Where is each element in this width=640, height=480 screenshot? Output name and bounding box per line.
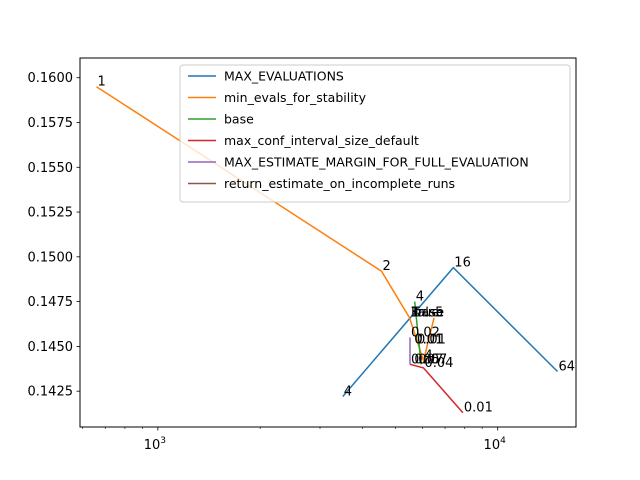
legend-label: return_estimate_on_incomplete_runs xyxy=(224,176,455,191)
legend-label: MAX_ESTIMATE_MARGIN_FOR_FULL_EVALUATION xyxy=(224,155,529,170)
point-label: 0.07 xyxy=(414,352,443,367)
y-tick-label: 0.1550 xyxy=(28,161,74,176)
point-label: 0.01 xyxy=(417,333,446,348)
point-label-layer: 416641234540.040.010.020.05FalseTruebase… xyxy=(98,75,576,416)
point-label: 16 xyxy=(454,256,471,271)
y-tick-label: 0.1600 xyxy=(28,71,74,86)
point-label: 0.02 xyxy=(411,325,440,340)
point-label: 0.01 xyxy=(414,333,443,348)
legend-label: max_conf_interval_size_default xyxy=(224,133,419,148)
legend-frame xyxy=(179,64,571,203)
point-label: 0.05 xyxy=(411,352,440,367)
point-label: 5 xyxy=(435,306,443,321)
point-label: False xyxy=(411,306,444,321)
x-tick-label: 103 xyxy=(144,436,166,453)
series-line-0 xyxy=(342,266,559,397)
point-label: 64 xyxy=(559,360,576,375)
point-label: 0.07 xyxy=(418,352,447,367)
point-label: 0.01 xyxy=(464,401,493,416)
legend: MAX_EVALUATIONS min_evals_for_stabilityba… xyxy=(179,64,571,203)
y-axis: 0.1425 0.1450 0.1475 0.1500 0.1525 0.1550 0.15… xyxy=(28,71,80,400)
point-label: 4 xyxy=(425,349,433,364)
point-label: 4 xyxy=(416,290,424,305)
y-tick-label: 0.1525 xyxy=(28,206,74,221)
y-tick-label: 0.1425 xyxy=(28,385,74,400)
series-line-2 xyxy=(413,301,422,365)
y-tick-label: 0.1475 xyxy=(28,295,74,310)
series-layer xyxy=(96,86,559,414)
x-tick-label: 104 xyxy=(484,436,507,453)
point-label: 4 xyxy=(344,385,352,400)
point-label: 0.04 xyxy=(425,356,454,371)
legend-label: MAX_EVALUATIONS xyxy=(224,69,344,84)
point-label: 0.01 xyxy=(414,333,443,348)
legend-label: base xyxy=(224,112,254,127)
point-label: base xyxy=(413,306,444,321)
series-line-1 xyxy=(96,86,435,364)
plot-frame xyxy=(79,57,577,428)
y-tick-label: 0.1575 xyxy=(28,116,74,131)
legend-label: min_evals_for_stability xyxy=(224,90,367,105)
point-label: 3 xyxy=(411,306,419,321)
x-axis: 103 104 xyxy=(82,427,506,453)
point-label: 1 xyxy=(98,75,106,90)
point-label: 2 xyxy=(383,259,391,274)
point-label: True xyxy=(411,306,440,321)
y-tick-label: 0.1500 xyxy=(28,250,74,265)
series-line-3 xyxy=(409,363,464,414)
y-tick-label: 0.1450 xyxy=(28,340,74,355)
